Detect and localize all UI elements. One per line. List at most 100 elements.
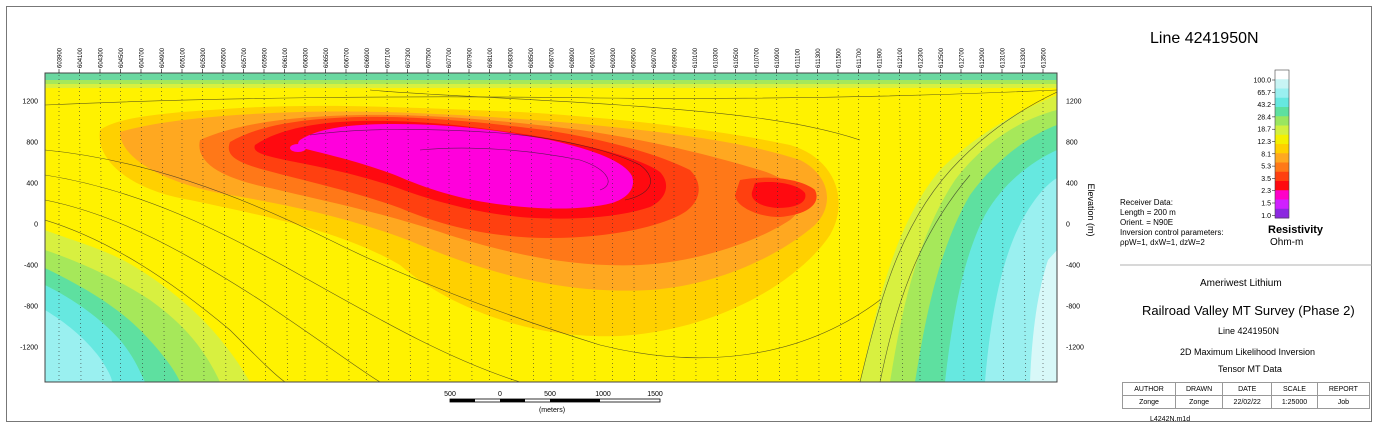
station-label: 613100 xyxy=(1001,47,1007,68)
scale-units: (meters) xyxy=(539,407,565,414)
station-label: 609300 xyxy=(611,47,617,68)
station-label: 611500 xyxy=(837,48,843,68)
colorbar-swatch xyxy=(1275,144,1289,154)
colorbar-label: 1.5 xyxy=(1261,201,1271,208)
station-label: 610100 xyxy=(693,47,699,68)
colorbar-swatch xyxy=(1275,208,1289,219)
station-label: 607700 xyxy=(447,47,453,68)
client-name: Ameriwest Lithium xyxy=(1200,278,1282,289)
colorbar-swatch xyxy=(1275,70,1289,80)
receiver-line-4: Inversion control parameters: xyxy=(1120,228,1224,237)
station-label: 612100 xyxy=(898,47,904,68)
scale-label-500: 500 xyxy=(544,391,556,398)
station-label: 612300 xyxy=(919,47,925,68)
elevation-tick-label: -1200 xyxy=(20,345,38,352)
colorbar-label: 1.0 xyxy=(1261,213,1271,220)
tb-scale: 1:25000 xyxy=(1271,395,1318,409)
receiver-line-5: ρpW=1, dxW=1, dzW=2 xyxy=(1120,238,1205,247)
scale-label-500a: 500 xyxy=(444,391,456,398)
colorbar-swatch xyxy=(1275,116,1289,126)
station-label: 605500 xyxy=(222,47,228,68)
station-label: 610700 xyxy=(755,47,761,68)
scale-label-1500: 1500 xyxy=(647,391,663,398)
tb-report: Job xyxy=(1316,395,1371,409)
colorbar-swatch xyxy=(1275,79,1289,89)
elevation-ticks-left: 1200 800 400 0 -400 -800 -1200 xyxy=(20,99,38,352)
file-name: L4242N.m1d xyxy=(1150,416,1191,423)
station-label: 605300 xyxy=(201,47,207,68)
elevation-tick-label: 1200 xyxy=(22,99,38,106)
station-label: 603900 xyxy=(58,47,64,68)
station-label: 610500 xyxy=(734,47,740,68)
colorbar-swatch xyxy=(1275,97,1289,108)
station-label: 609500 xyxy=(632,47,638,68)
station-label: 611900 xyxy=(878,48,884,68)
station-label: 608100 xyxy=(488,47,494,68)
elevation-tick-label: -800 xyxy=(1066,304,1080,311)
station-label: 606700 xyxy=(345,47,351,68)
survey-name: Railroad Valley MT Survey (Phase 2) xyxy=(1142,303,1355,318)
station-label: 607900 xyxy=(468,47,474,68)
elevation-tick-label: -400 xyxy=(24,263,38,270)
elevation-tick-label: 0 xyxy=(34,222,38,229)
station-label: 611700 xyxy=(857,48,863,68)
colorbar-units: Ohm-m xyxy=(1270,237,1304,248)
station-label: 605900 xyxy=(263,47,269,68)
tb-header-scale: SCALE xyxy=(1271,382,1318,396)
station-label: 604700 xyxy=(140,47,146,68)
station-label: 612700 xyxy=(960,47,966,68)
elevation-tick-label: -400 xyxy=(1066,263,1080,270)
station-label: 608500 xyxy=(529,47,535,68)
station-labels: 603900 604100 604300 604500 604700 604900 6051… xyxy=(58,47,1048,73)
tb-date: 22/02/22 xyxy=(1222,395,1273,409)
scale-label-1000: 1000 xyxy=(595,391,611,398)
colorbar-label: 3.5 xyxy=(1261,176,1271,183)
elevation-axis-label: Elevation (m) xyxy=(1086,183,1096,236)
scale-bar: 500 0 500 1000 1500 (meters) xyxy=(444,391,663,414)
colorbar-swatch xyxy=(1275,162,1289,173)
tb-header-author: AUTHOR xyxy=(1121,382,1177,396)
resistivity-fill xyxy=(45,73,1057,382)
contour-lines xyxy=(45,89,1057,382)
station-label: 604100 xyxy=(78,47,84,68)
station-label: 606500 xyxy=(324,47,330,68)
station-label: 606300 xyxy=(304,47,310,68)
station-label: 610300 xyxy=(714,47,720,68)
station-label: 611100 xyxy=(796,48,802,68)
station-label: 609100 xyxy=(591,47,597,68)
tb-header-report: REPORT xyxy=(1316,382,1371,396)
scale-label-0: 0 xyxy=(498,391,502,398)
station-label: 605100 xyxy=(181,47,187,68)
station-label: 608300 xyxy=(509,47,515,68)
colorbar-label: 2.3 xyxy=(1261,188,1271,195)
station-label: 604900 xyxy=(160,47,166,68)
station-label: 608900 xyxy=(570,47,576,68)
station-label: 605700 xyxy=(242,47,248,68)
elevation-tick-label: 0 xyxy=(1066,222,1070,229)
station-label: 612900 xyxy=(980,47,986,68)
station-label: 611300 xyxy=(816,48,822,68)
station-label: 609700 xyxy=(652,47,658,68)
station-label: 604500 xyxy=(119,47,125,68)
station-label: 613300 xyxy=(1021,47,1027,68)
elevation-ticks-right: 1200 800 400 0 -400 -800 -1200 xyxy=(1066,99,1084,352)
line-label: Line 4241950N xyxy=(1218,326,1280,336)
elevation-tick-label: 400 xyxy=(1066,181,1078,188)
station-label: 604300 xyxy=(99,47,105,68)
plot-title: Line 4241950N xyxy=(1150,30,1259,47)
receiver-line-3: Orient. = N90E xyxy=(1120,218,1174,227)
colorbar-swatch xyxy=(1275,88,1289,99)
station-label: 612500 xyxy=(939,47,945,68)
colorbar-label: 100.0 xyxy=(1253,78,1271,85)
tb-header-drawn: DRAWN xyxy=(1175,382,1224,396)
elevation-tick-label: 400 xyxy=(26,181,38,188)
receiver-line-1: Receiver Data: xyxy=(1120,198,1173,207)
colorbar-swatch xyxy=(1275,125,1289,136)
elevation-tick-label: -1200 xyxy=(1066,345,1084,352)
station-label: 610900 xyxy=(775,47,781,68)
receiver-line-2: Length = 200 m xyxy=(1120,208,1176,217)
station-label: 608700 xyxy=(550,47,556,68)
colorbar-swatch xyxy=(1275,107,1289,117)
station-label: 607100 xyxy=(386,47,392,68)
